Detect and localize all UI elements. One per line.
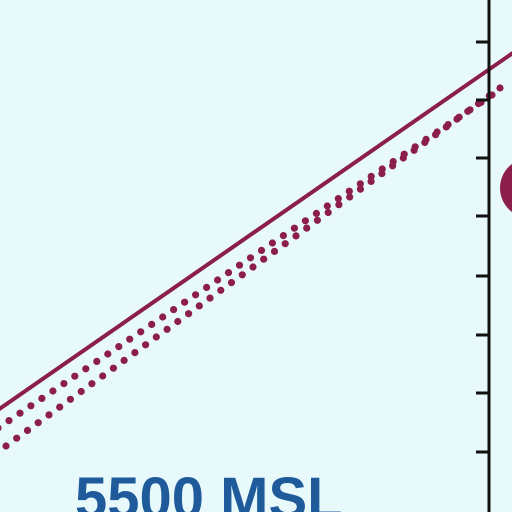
- dotted-path-dot-lower: [77, 387, 85, 396]
- scale-ticks: [476, 40, 490, 454]
- dotted-path-dot-upper: [323, 202, 331, 210]
- dotted-path-dot-upper: [214, 276, 222, 284]
- dotted-path-dot-upper: [93, 357, 101, 365]
- dotted-path-dot-lower: [270, 247, 279, 255]
- dotted-path-dot-lower: [227, 279, 236, 287]
- dotted-path-dot-upper: [246, 254, 255, 262]
- dotted-path-dot-upper: [49, 387, 57, 395]
- dotted-path-dot-lower: [99, 372, 107, 380]
- altitude-label: 5500 MSL: [75, 466, 343, 512]
- dotted-path-dot-upper: [104, 350, 112, 358]
- dotted-path-dot-lower: [453, 115, 461, 123]
- dotted-path-dot-lower: [303, 224, 311, 232]
- dotted-path-dot-lower: [45, 411, 53, 419]
- dotted-path-dot-upper: [367, 172, 375, 180]
- dotted-path-dot-lower: [131, 349, 139, 357]
- dotted-path-dot-lower: [389, 162, 397, 170]
- dotted-path-dot-upper: [16, 409, 24, 417]
- dotted-path-dot-upper: [71, 372, 79, 380]
- dotted-path-dot-upper: [356, 180, 364, 188]
- dotted-path-dot-upper: [192, 291, 200, 299]
- dotted-path-dot-upper: [27, 402, 35, 410]
- dotted-path-dot-lower: [195, 302, 203, 310]
- dotted-path-dot-upper: [203, 283, 211, 291]
- dotted-path-dot-lower: [281, 240, 289, 248]
- dotted-path-dot-upper: [345, 187, 353, 195]
- dotted-path-dot-lower: [109, 364, 117, 372]
- dotted-path-dot-lower: [432, 131, 440, 139]
- dotted-path-dot-lower: [346, 193, 354, 201]
- dotted-path-dot-lower: [378, 170, 386, 178]
- dotted-path-dot-upper: [312, 209, 320, 217]
- dotted-path-dot-upper: [60, 380, 68, 388]
- dotted-path-dot-lower: [292, 232, 300, 240]
- dotted-path-dot-upper: [290, 224, 298, 232]
- dotted-path-dot-upper: [137, 328, 145, 336]
- dotted-path-dot-lower: [120, 356, 128, 364]
- dotted-path-group: [0, 84, 504, 450]
- dotted-path-dot-lower: [356, 185, 364, 193]
- dotted-path-dot-lower: [88, 380, 96, 388]
- dotted-path-dot-lower: [217, 286, 225, 294]
- dotted-path-dot-lower: [13, 434, 21, 442]
- dotted-path-dot-upper: [257, 246, 266, 254]
- dotted-path-dot-lower: [324, 208, 332, 217]
- dotted-path-dot-lower: [2, 442, 10, 450]
- dotted-path-dot-upper: [148, 320, 156, 328]
- dotted-path-dot-upper: [170, 306, 178, 314]
- dotted-path-dot-upper: [334, 195, 342, 203]
- dotted-path-dot-lower: [367, 177, 375, 185]
- dotted-path-dot-lower: [410, 146, 418, 154]
- dotted-path-dot-lower: [56, 403, 64, 411]
- dotted-path-dot-upper: [268, 239, 276, 247]
- dotted-path-dot-lower: [34, 419, 42, 427]
- dotted-path-dot-lower: [335, 201, 343, 209]
- dotted-path-dot-lower: [399, 154, 407, 162]
- dotted-path-dot-upper: [224, 269, 233, 277]
- dotted-path-dot-lower: [249, 263, 257, 271]
- dotted-path-dot-upper: [181, 298, 189, 306]
- dotted-path-dot-lower: [474, 100, 483, 108]
- dotted-path-dot-lower: [260, 255, 268, 263]
- dotted-path-dot-upper: [235, 261, 244, 269]
- dotted-path-dot-lower: [496, 84, 504, 92]
- dotted-path-dot-lower: [442, 123, 450, 131]
- dotted-path-dot-lower: [66, 395, 74, 403]
- dotted-path-dot-lower: [23, 426, 32, 434]
- dotted-path-dot-upper: [5, 417, 13, 425]
- dotted-path-dot-upper: [0, 425, 2, 431]
- dotted-path-dot-upper: [279, 232, 287, 240]
- dotted-path-dot-upper: [126, 335, 134, 343]
- dotted-path-dot-lower: [238, 271, 246, 279]
- dotted-path-dot-upper: [301, 217, 309, 225]
- dotted-path-dot-lower: [421, 138, 429, 147]
- dotted-path-dot-lower: [464, 107, 472, 115]
- dotted-path-dot-lower: [174, 317, 182, 326]
- dotted-path-dot-upper: [115, 343, 123, 351]
- dotted-path-dot-lower: [313, 216, 321, 224]
- dotted-path-dot-lower: [206, 294, 214, 302]
- waypoint-marker-circle: [500, 164, 512, 212]
- dotted-path-dot-lower: [152, 333, 160, 341]
- solid-path-line: [0, 51, 512, 411]
- dotted-path-dot-upper: [82, 365, 90, 373]
- dotted-path-dot-lower: [185, 310, 193, 318]
- dotted-path-dot-upper: [159, 313, 167, 321]
- dotted-path-dot-lower: [142, 341, 150, 349]
- dotted-path-dot-upper: [38, 394, 46, 402]
- dotted-path-dot-lower: [163, 325, 171, 333]
